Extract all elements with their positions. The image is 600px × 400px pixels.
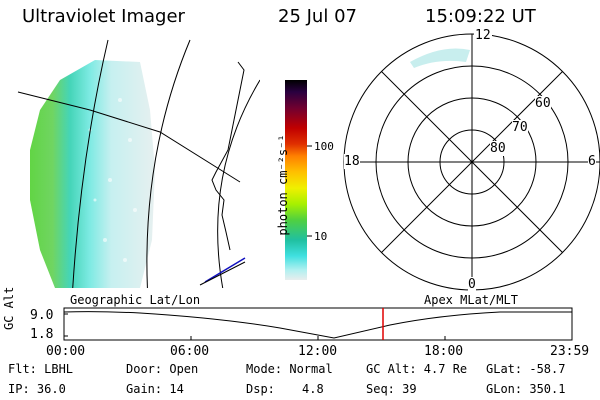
status-ip: IP: 36.0 (8, 382, 66, 396)
longitude-arc-3 (217, 79, 260, 288)
longitude-arc-2 (146, 39, 191, 288)
mlat-label-60: 60 (535, 96, 551, 111)
altitude-xtick-4: 23:59 (550, 344, 590, 359)
mlt-label-6: 6 (588, 154, 596, 169)
polar-emission-patch (410, 48, 470, 68)
polar-plot-label: Apex MLat/MLT (424, 293, 518, 307)
status-gain: Gain: 14 (126, 382, 184, 396)
geographic-map-label: Geographic Lat/Lon (70, 293, 201, 307)
mlt-label-18: 18 (344, 154, 360, 169)
status-mode: Mode: Normal (246, 362, 333, 376)
instrument-title: Ultraviolet Imager (22, 6, 185, 27)
coastline (211, 61, 245, 251)
status-door: Door: Open (126, 362, 199, 376)
auroral-emission-region (30, 60, 155, 288)
status-glat: GLat: -58.7 (486, 362, 566, 376)
altitude-curve (63, 311, 572, 339)
coastline-south (204, 257, 246, 283)
altitude-xtick-1: 06:00 (170, 344, 210, 359)
status-filter: Flt: LBHL (8, 362, 74, 376)
altitude-ytick-low: 1.8 (30, 327, 54, 342)
status-dsp-value: 4.8 (302, 382, 324, 396)
status-seq: Seq: 39 (366, 382, 417, 396)
mlat-label-70: 70 (512, 120, 528, 135)
polar-diag-2 (381, 71, 563, 253)
status-glon: GLon: 350.1 (486, 382, 566, 396)
colorbar-tick-10: 10 (314, 230, 328, 243)
time-label: 15:09:22 UT (425, 6, 536, 27)
altitude-xtick-2: 12:00 (298, 344, 338, 359)
mlt-label-0: 0 (468, 277, 476, 292)
date-label: 25 Jul 07 (278, 6, 357, 27)
mlat-label-80: 80 (490, 141, 506, 156)
altitude-xtick-3: 18:00 (424, 344, 464, 359)
altitude-ytick-high: 9.0 (30, 308, 54, 323)
mlt-label-12: 12 (474, 28, 492, 43)
longitude-arc-1 (72, 39, 109, 288)
latitude-line (17, 91, 241, 183)
altitude-xtick-0: 00:00 (46, 344, 86, 359)
colorbar-tick-100: 100 (314, 140, 334, 153)
altitude-ylabel: GC Alt (2, 286, 16, 330)
status-dsp-label: Dsp: (246, 382, 275, 396)
colorbar-gradient (285, 80, 307, 280)
status-gc-alt: GC Alt: 4.7 Re (366, 362, 468, 376)
